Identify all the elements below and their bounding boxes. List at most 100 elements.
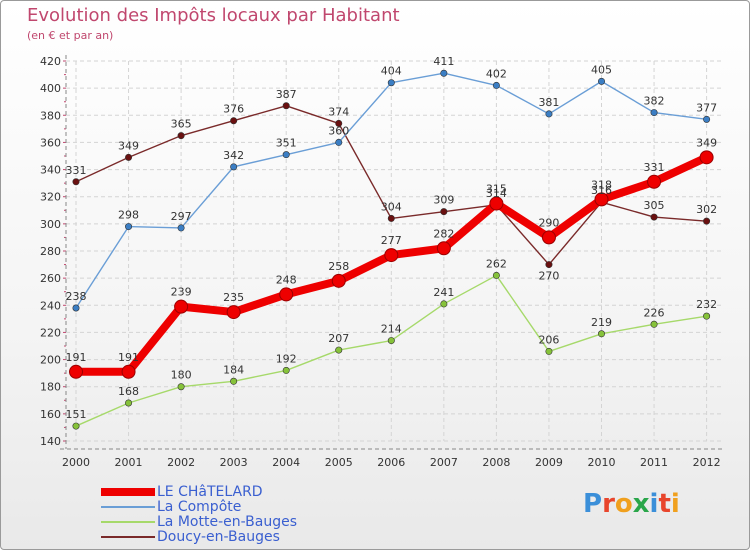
legend-label: La Compôte bbox=[157, 499, 242, 515]
y-tick-label: 400 bbox=[40, 82, 61, 95]
point-la-motte-en-bauges bbox=[72, 422, 80, 430]
legend-label: Doucy-en-Bauges bbox=[157, 529, 280, 545]
x-tick-label: 2009 bbox=[535, 456, 563, 469]
x-tick-label: 2005 bbox=[325, 456, 353, 469]
data-label-la-motte-en-bauges: 207 bbox=[328, 332, 349, 345]
point-la-compote bbox=[545, 110, 553, 118]
logo-letter: i bbox=[649, 489, 659, 519]
data-label-la-motte-en-bauges: 206 bbox=[538, 333, 559, 346]
y-tick-label: 340 bbox=[40, 164, 61, 177]
point-la-motte-en-bauges bbox=[703, 312, 711, 320]
point-le-chatelard bbox=[121, 364, 136, 379]
point-la-compote bbox=[230, 163, 238, 171]
x-tick-label: 2004 bbox=[272, 456, 300, 469]
logo-letter: t bbox=[658, 489, 671, 519]
data-label-le-chatelard: 290 bbox=[538, 216, 559, 229]
point-le-chatelard bbox=[279, 287, 294, 302]
data-label-la-motte-en-bauges: 219 bbox=[591, 316, 612, 329]
logo-letter: o bbox=[614, 489, 633, 519]
data-label-la-compote: 381 bbox=[538, 96, 559, 109]
data-label-la-compote: 402 bbox=[486, 67, 507, 80]
point-le-chatelard bbox=[436, 241, 451, 256]
point-le-chatelard bbox=[331, 273, 346, 288]
point-le-chatelard bbox=[594, 192, 609, 207]
data-labels: 331 349 365 376 387 374 304 309 314 270 316 305 302 2… bbox=[66, 55, 718, 421]
point-la-motte-en-bauges bbox=[440, 300, 448, 308]
data-label-la-compote: 298 bbox=[118, 209, 139, 222]
x-tick-label: 2007 bbox=[430, 456, 458, 469]
point-doucy-en-bauges bbox=[230, 117, 238, 125]
data-label-le-chatelard: 315 bbox=[486, 183, 507, 196]
data-label-la-motte-en-bauges: 180 bbox=[171, 369, 192, 382]
y-tick-label: 320 bbox=[40, 191, 61, 204]
data-label-le-chatelard: 331 bbox=[644, 161, 665, 174]
data-label-la-compote: 360 bbox=[328, 124, 349, 137]
point-la-motte-en-bauges bbox=[387, 337, 395, 345]
point-doucy-en-bauges bbox=[335, 119, 343, 127]
data-label-la-compote: 351 bbox=[276, 137, 297, 150]
point-la-motte-en-bauges bbox=[650, 320, 658, 328]
data-label-doucy-en-bauges: 374 bbox=[328, 105, 349, 118]
logo-letter: r bbox=[602, 489, 615, 519]
data-label-doucy-en-bauges: 270 bbox=[538, 270, 559, 283]
legend-swatch bbox=[101, 536, 155, 538]
point-la-compote bbox=[650, 109, 658, 117]
legend-swatch bbox=[101, 521, 155, 523]
data-label-la-motte-en-bauges: 214 bbox=[381, 323, 402, 336]
point-doucy-en-bauges bbox=[440, 208, 448, 216]
data-label-doucy-en-bauges: 331 bbox=[66, 164, 87, 177]
logo-letter: i bbox=[670, 489, 680, 519]
x-tick-label: 2001 bbox=[115, 456, 143, 469]
point-la-motte-en-bauges bbox=[492, 271, 500, 279]
point-le-chatelard bbox=[489, 196, 504, 211]
data-label-la-motte-en-bauges: 262 bbox=[486, 257, 507, 270]
y-tick-label: 300 bbox=[40, 218, 61, 231]
y-tick-label: 140 bbox=[40, 435, 61, 448]
data-label-le-chatelard: 191 bbox=[118, 351, 139, 364]
y-tick-label: 180 bbox=[40, 381, 61, 394]
data-label-doucy-en-bauges: 314 bbox=[486, 187, 507, 200]
legend-label: LE CHâTELARD bbox=[157, 484, 263, 500]
point-la-compote bbox=[703, 115, 711, 123]
data-label-la-compote: 411 bbox=[433, 55, 454, 68]
y-tick-label: 160 bbox=[40, 408, 61, 421]
data-label-la-compote: 405 bbox=[591, 63, 612, 76]
data-label-la-motte-en-bauges: 192 bbox=[276, 352, 297, 365]
data-label-la-compote: 297 bbox=[171, 210, 192, 223]
x-tick-label: 2000 bbox=[62, 456, 90, 469]
data-label-le-chatelard: 318 bbox=[591, 178, 612, 191]
x-tick-label: 2008 bbox=[482, 456, 510, 469]
legend-swatch bbox=[101, 488, 155, 496]
data-label-la-motte-en-bauges: 184 bbox=[223, 363, 244, 376]
proxiti-logo: Proxiti bbox=[583, 489, 680, 519]
point-le-chatelard bbox=[699, 150, 714, 165]
data-label-le-chatelard: 235 bbox=[223, 291, 244, 304]
chart-subtitle: (en € et par an) bbox=[27, 29, 114, 42]
point-la-compote bbox=[597, 77, 605, 85]
data-label-la-compote: 382 bbox=[644, 95, 665, 108]
data-label-doucy-en-bauges: 316 bbox=[591, 184, 612, 197]
x-tick-label: 2003 bbox=[220, 456, 248, 469]
legend-swatch bbox=[101, 506, 155, 508]
logo-letter: x bbox=[632, 489, 650, 519]
point-la-compote bbox=[440, 69, 448, 77]
point-doucy-en-bauges bbox=[387, 214, 395, 222]
data-label-la-motte-en-bauges: 241 bbox=[433, 286, 454, 299]
point-la-compote bbox=[492, 81, 500, 89]
data-label-doucy-en-bauges: 387 bbox=[276, 88, 297, 101]
data-label-doucy-en-bauges: 365 bbox=[171, 118, 192, 131]
point-doucy-en-bauges bbox=[650, 213, 658, 221]
data-label-doucy-en-bauges: 349 bbox=[118, 139, 139, 152]
point-doucy-en-bauges bbox=[545, 261, 553, 269]
point-la-motte-en-bauges bbox=[177, 383, 185, 391]
point-le-chatelard bbox=[69, 364, 83, 379]
point-la-compote bbox=[282, 151, 290, 159]
point-doucy-en-bauges bbox=[72, 178, 80, 186]
x-tick-label: 2010 bbox=[588, 456, 616, 469]
y-tick-label: 380 bbox=[40, 109, 61, 122]
point-doucy-en-bauges bbox=[282, 102, 290, 110]
data-label-le-chatelard: 191 bbox=[66, 351, 87, 364]
point-la-motte-en-bauges bbox=[125, 399, 133, 407]
point-le-chatelard bbox=[647, 174, 662, 189]
